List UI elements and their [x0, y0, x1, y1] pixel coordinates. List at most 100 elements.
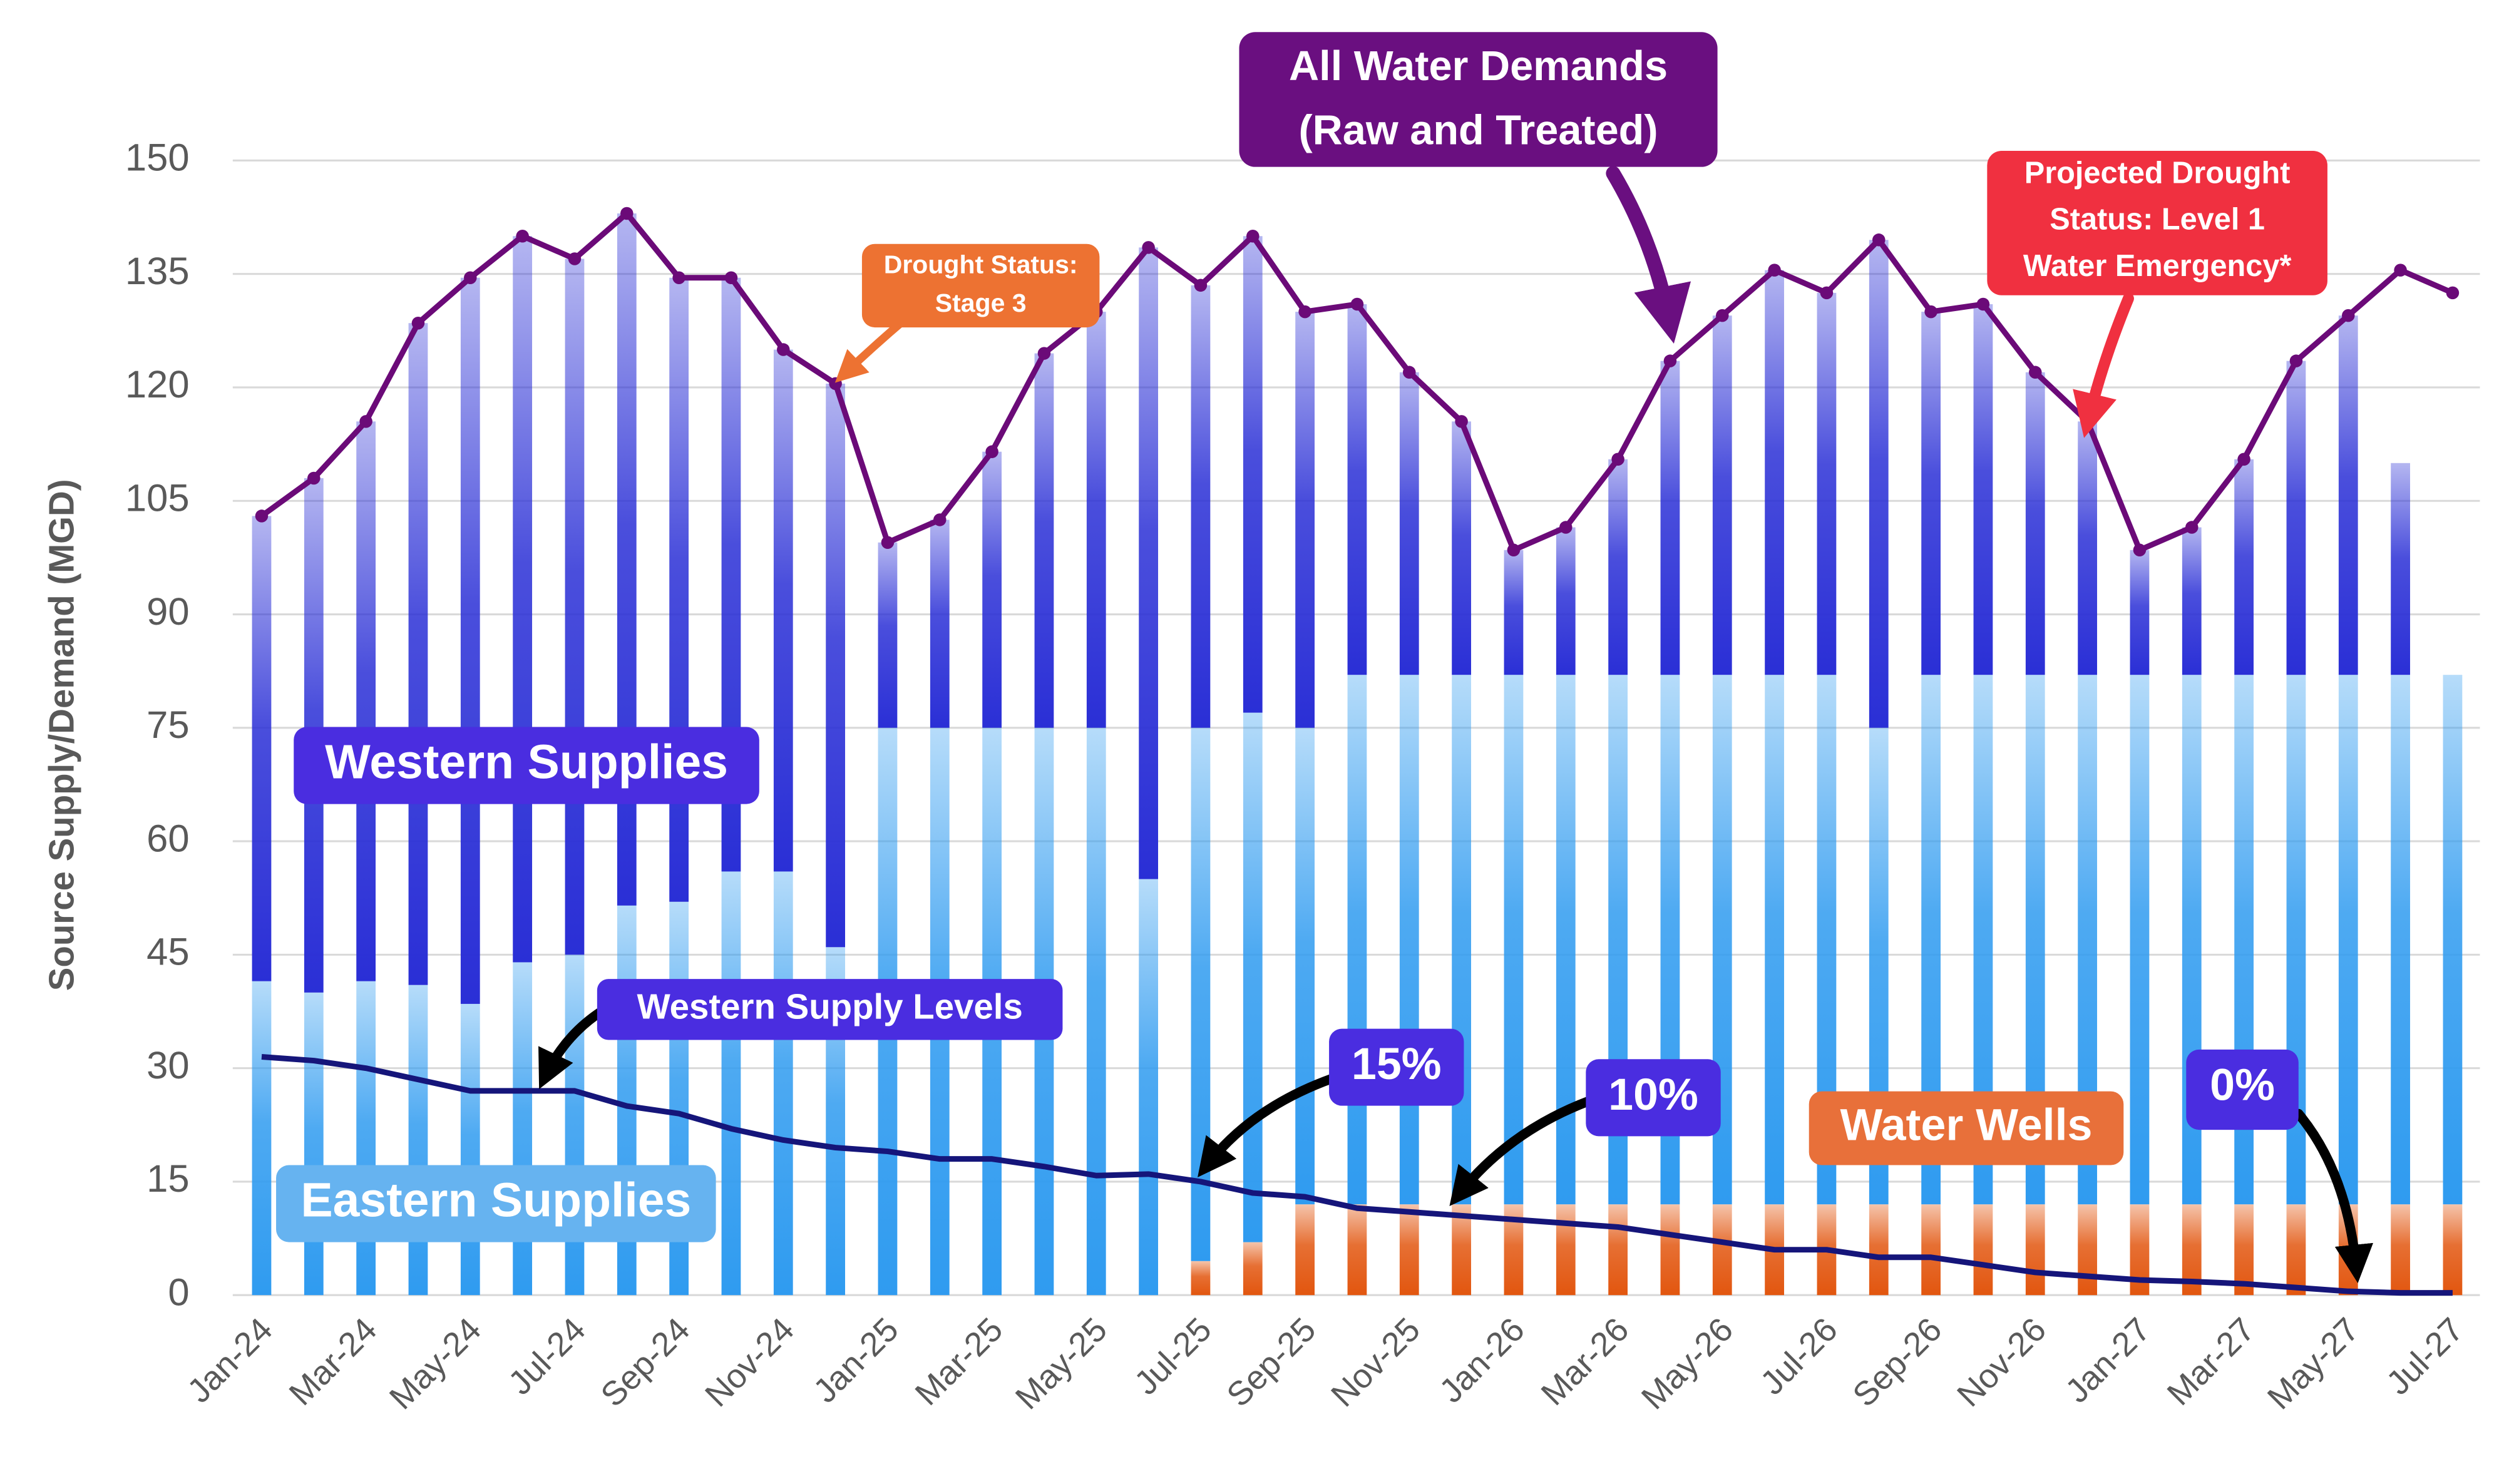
x-tick-label: Mar-24 [282, 1311, 384, 1413]
x-tick-label: Nov-24 [698, 1311, 801, 1414]
bar-segment [2338, 675, 2358, 1205]
bar-segment [2391, 463, 2410, 675]
x-tick-label: Mar-25 [908, 1311, 1010, 1413]
line-marker [1611, 453, 1624, 466]
bar-segment [1295, 1204, 1315, 1296]
line-marker [307, 471, 321, 485]
annotation-text: 15% [1352, 1039, 1442, 1089]
annotation-text: (Raw and Treated) [1298, 107, 1658, 153]
bar-segment [1608, 459, 1628, 675]
line-marker [829, 377, 842, 391]
x-tick-label: Jan-26 [1432, 1311, 1532, 1410]
x-tick-label: Mar-27 [2160, 1311, 2262, 1413]
bar-segment [1712, 315, 1732, 675]
x-tick-label: Sep-24 [593, 1311, 697, 1414]
bar-segment [1556, 1204, 1576, 1296]
line-marker [464, 271, 477, 284]
line-marker [1403, 366, 1416, 379]
bar-segment [930, 519, 950, 728]
x-tick-label: Nov-26 [1950, 1311, 2053, 1414]
line-marker [2289, 354, 2303, 367]
annotation-text: Water Wells [1840, 1100, 2093, 1150]
bar-segment [2391, 1204, 2410, 1296]
line [261, 1054, 2453, 1296]
annotation-box [1987, 151, 2327, 295]
bar-segment [1712, 1204, 1732, 1296]
y-tick-label: 135 [125, 250, 190, 293]
line-marker [2133, 543, 2147, 557]
annotation-text: Status: Level 1 [2050, 203, 2265, 237]
bar-segment [2182, 527, 2202, 675]
y-tick-label: 90 [146, 590, 189, 633]
bar-segment [2286, 361, 2306, 675]
x-tick-label: Sep-25 [1219, 1311, 1323, 1414]
annotation-text: Drought Status: [884, 250, 1078, 279]
annotation-box [276, 1165, 716, 1242]
annotations: All Water Demands (Raw and Treated) Drou… [276, 32, 2374, 1284]
annotation-text: Western Supplies [325, 735, 728, 789]
line-marker [2342, 309, 2355, 322]
y-tick-label: 120 [125, 363, 190, 406]
x-tick-label: Jan-25 [806, 1311, 906, 1410]
bar-segment [2338, 315, 2358, 675]
annotation-arrow [1606, 166, 1691, 344]
bar-segment [773, 871, 793, 1296]
bar-segment [1765, 675, 1784, 1205]
x-tick-label: May-25 [1008, 1311, 1114, 1416]
x-tick-label: Mar-26 [1534, 1311, 1636, 1413]
annotation-box [1329, 1028, 1464, 1106]
bar-segment [2286, 1204, 2306, 1296]
line-marker [1768, 264, 1781, 277]
bar-segment [513, 236, 533, 963]
bar-segment [1660, 1204, 1680, 1296]
bar-segment [669, 277, 689, 902]
annotation-text: Projected Drought [2024, 156, 2291, 190]
bar-segment [2025, 372, 2045, 675]
annotation-text: Stage 3 [935, 289, 1027, 317]
bar-segment [1452, 421, 1471, 675]
bar-segment [1608, 1204, 1628, 1296]
line-marker [1820, 286, 1834, 300]
x-tick-label: Sep-26 [1845, 1311, 1949, 1414]
line-marker [2029, 366, 2042, 379]
line-marker [1246, 230, 1260, 243]
bar-segment [1556, 675, 1576, 1205]
line-marker [359, 415, 372, 428]
bar-segment [1556, 527, 1576, 675]
line-marker [881, 536, 895, 549]
bar-segment [1295, 312, 1315, 728]
y-tick-label: 60 [146, 817, 189, 860]
bar-segment [1660, 361, 1680, 675]
annotation-arrow [538, 1006, 607, 1090]
bar-segment [1347, 304, 1367, 675]
x-tick-label: Nov-25 [1324, 1311, 1427, 1414]
annotation-box [294, 727, 759, 804]
bar-segment [2234, 1204, 2254, 1296]
bar-segment [1191, 1261, 1211, 1296]
bar-segment [460, 1003, 480, 1296]
annotation-text: Western Supply Levels [637, 987, 1022, 1026]
bar-segment [1452, 1204, 1471, 1296]
y-tick-label: 75 [146, 704, 189, 747]
bar-segment [2130, 550, 2150, 675]
bar-segment [565, 258, 585, 955]
bar-segment [1295, 727, 1315, 1205]
bar-segment [1086, 312, 1106, 728]
bar-segment [2025, 1204, 2045, 1296]
annotation-arrow [1198, 1073, 1337, 1177]
bar-segment [1921, 1204, 1941, 1296]
y-axis-title: Source Supply/Demand (MGD) [41, 479, 81, 991]
annotation-box [597, 979, 1063, 1040]
annotation-box [1239, 32, 1718, 167]
bar-segment [1452, 675, 1471, 1205]
line-marker [255, 509, 269, 523]
bar-segment [2130, 675, 2150, 1205]
bar-segment [252, 981, 272, 1296]
annotation-arrow [2294, 1108, 2374, 1284]
bar-segment [1817, 292, 1837, 675]
line-marker [2185, 521, 2199, 534]
bar-segment [1399, 1204, 1419, 1296]
bar-segment [513, 962, 533, 1296]
